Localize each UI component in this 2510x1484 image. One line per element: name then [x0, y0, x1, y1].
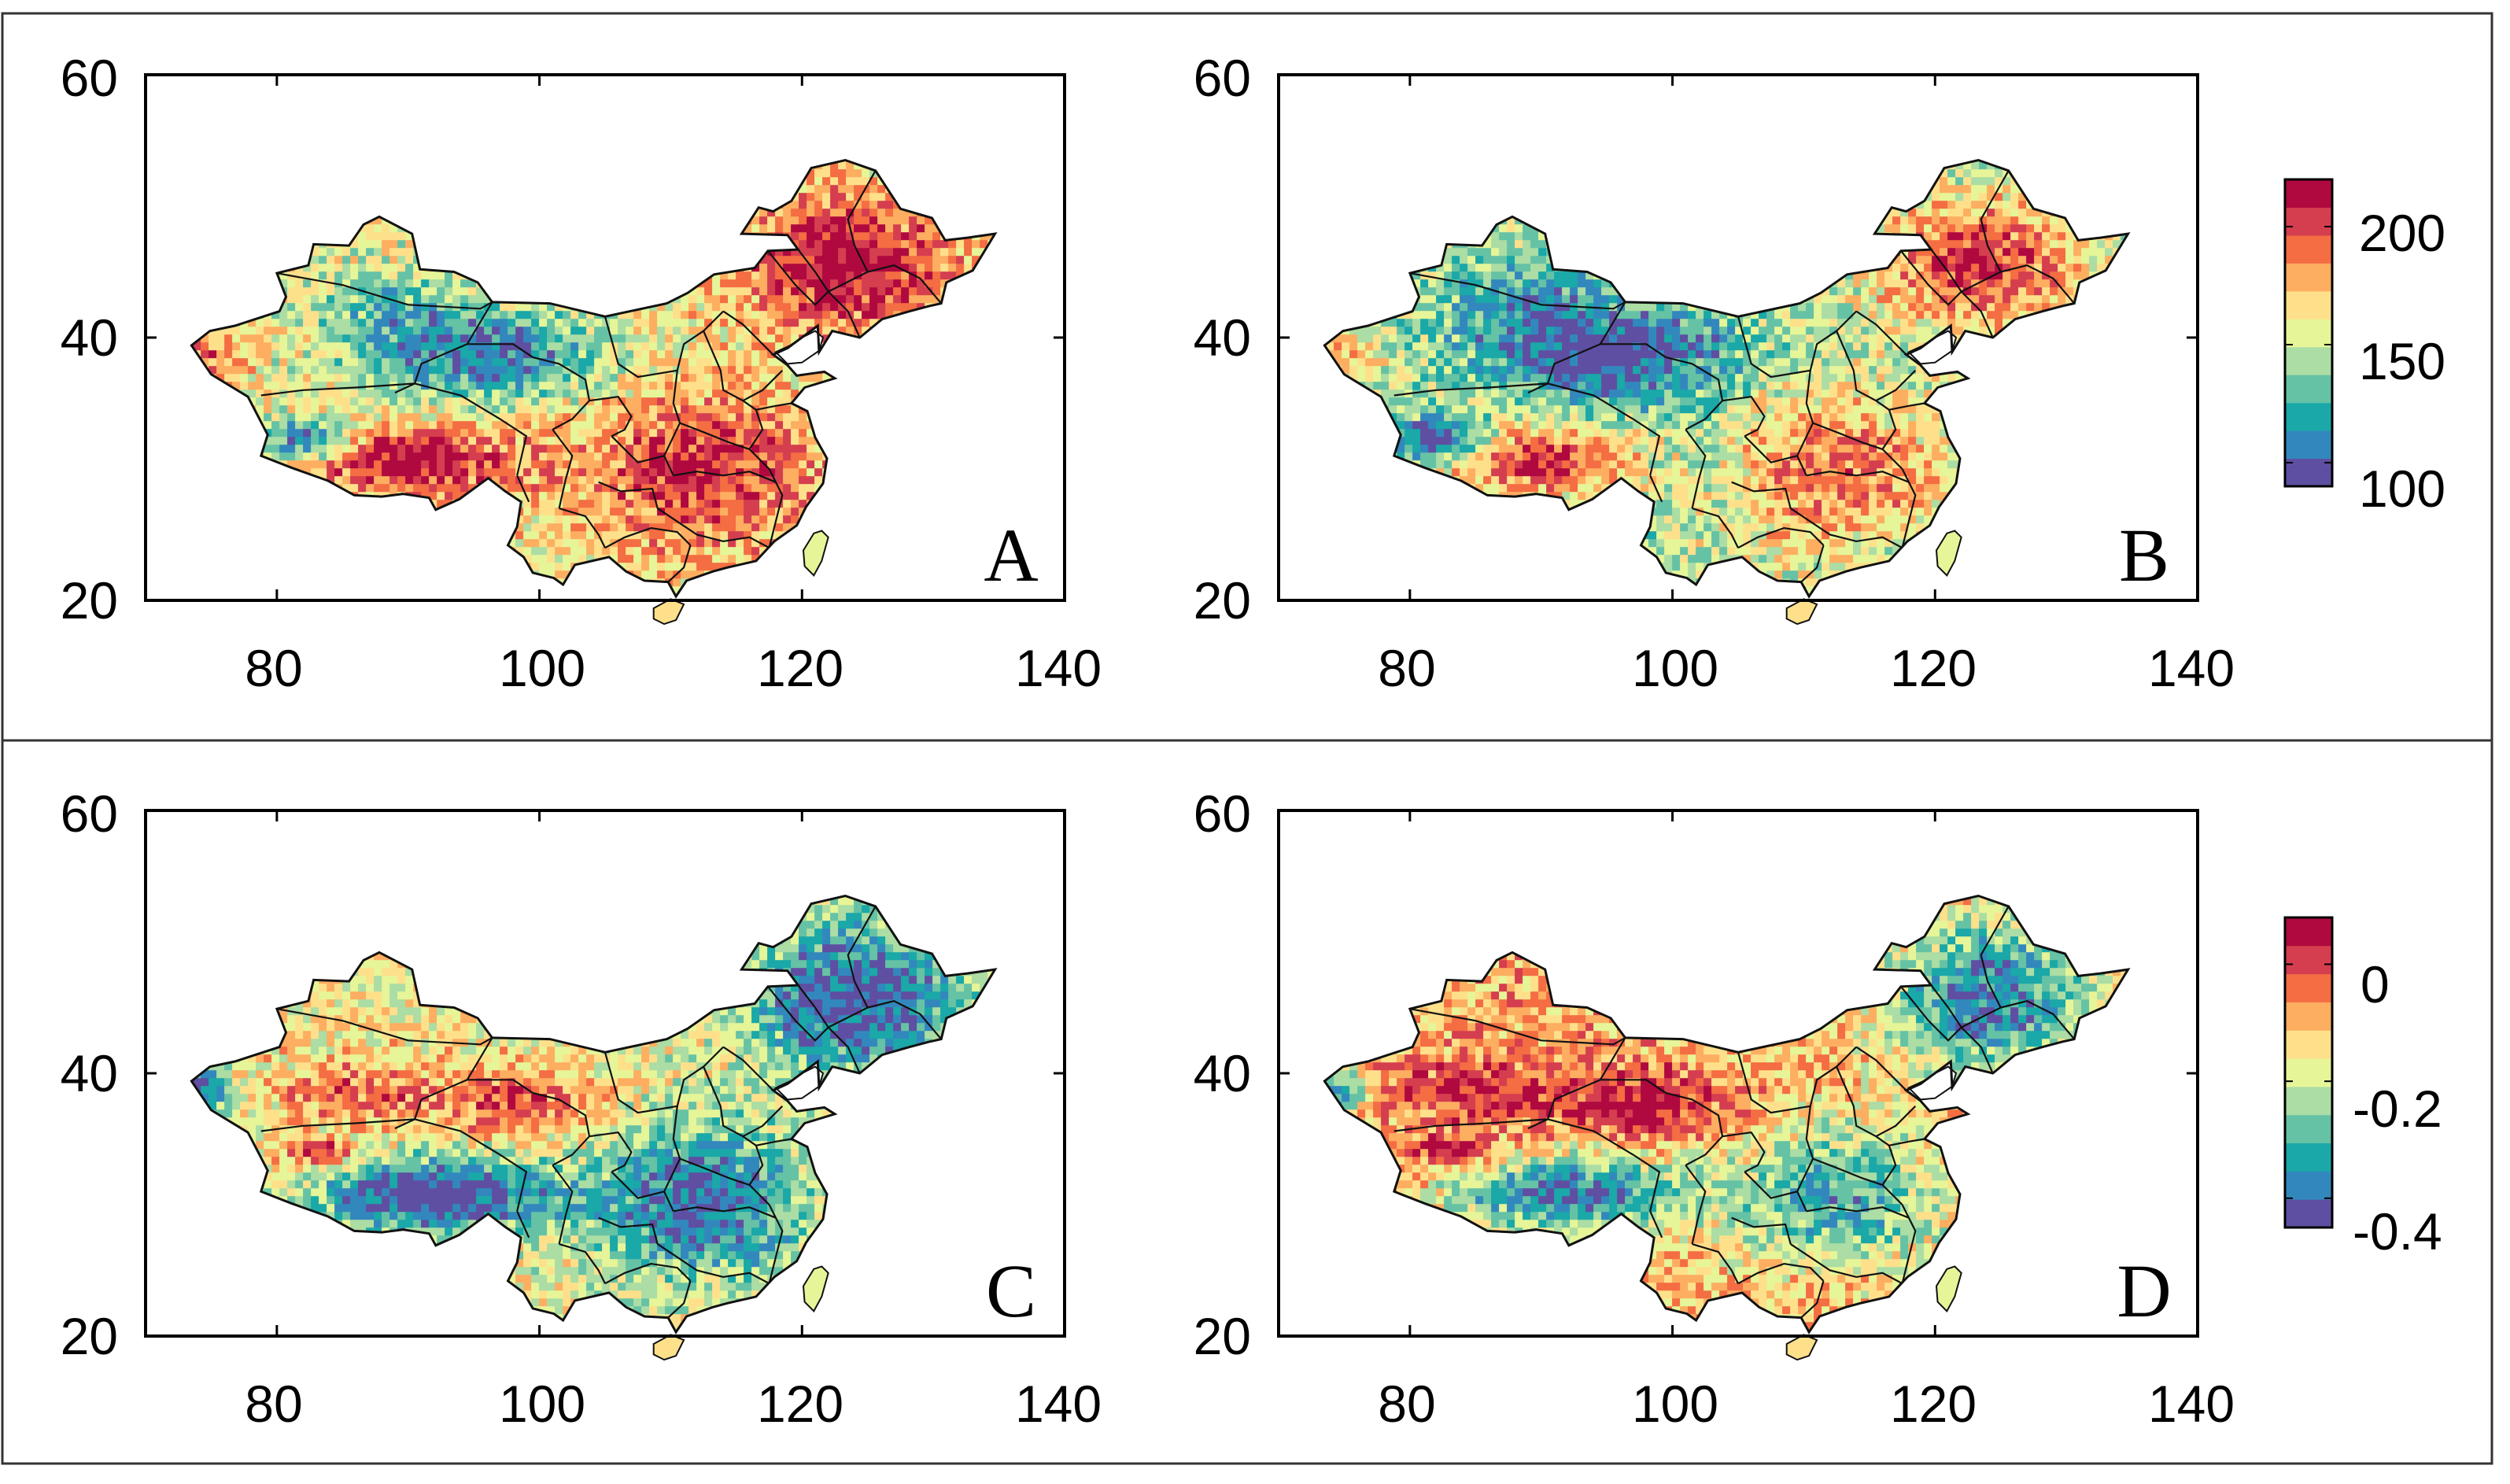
colorbar-bottom-tick-neg02: -0.2 [2353, 1080, 2442, 1138]
field-a [185, 153, 1012, 595]
field-c [185, 889, 1012, 1331]
colorbar-swatch [2285, 235, 2332, 264]
panel-b: 60 40 20 80 100 120 140 B [1194, 49, 2235, 697]
y-tick-c-20: 20 [61, 1307, 118, 1365]
panel-letter-a: A [984, 513, 1038, 597]
colorbar-swatch [2285, 263, 2332, 291]
colorbar-swatch [2285, 946, 2332, 974]
hainan-shape [654, 1334, 684, 1360]
colorbar-bottom-swatches [2285, 917, 2332, 1228]
taiwan-shape [1936, 1267, 1962, 1312]
colorbar-top-tick-150: 150 [2359, 332, 2445, 390]
x-tick-d-140: 140 [2148, 1375, 2235, 1433]
x-tick-d-120: 120 [1890, 1375, 1977, 1433]
x-tick-c-140: 140 [1015, 1375, 1102, 1433]
colorbar-swatch [2285, 1199, 2332, 1227]
x-tick-b-120: 120 [1890, 639, 1977, 697]
x-tick-c-120: 120 [757, 1375, 843, 1433]
map-b [1279, 75, 2198, 624]
colorbar-swatch [2285, 1058, 2332, 1087]
y-tick-c-60: 60 [61, 784, 118, 843]
x-tick-b-140: 140 [2148, 639, 2235, 697]
colorbar-top-swatches [2285, 179, 2332, 487]
colorbar-swatch [2285, 291, 2332, 319]
map-a [146, 75, 1065, 624]
panel-letter-b: B [2119, 513, 2169, 597]
x-tick-d-80: 80 [1378, 1375, 1435, 1433]
colorbar-top: 200 150 100 [2285, 179, 2445, 518]
panel-letter-d: D [2117, 1249, 2171, 1333]
colorbar-swatch [2285, 375, 2332, 403]
colorbar-swatch [2285, 347, 2332, 375]
panel-d: 60 40 20 80 100 120 140 D [1194, 784, 2235, 1433]
x-tick-b-80: 80 [1378, 639, 1435, 697]
y-tick-b-60: 60 [1194, 49, 1251, 107]
colorbar-swatch [2285, 1115, 2332, 1143]
panel-letter-c: C [986, 1249, 1036, 1333]
colorbar-swatch [2285, 1002, 2332, 1031]
colorbar-swatch [2285, 430, 2332, 459]
colorbar-bottom-tick-neg04: -0.4 [2353, 1202, 2442, 1261]
y-tick-a-40: 40 [61, 308, 118, 367]
panel-a: 60 40 20 80 100 120 140 A [61, 49, 1102, 697]
taiwan-shape [1936, 531, 1962, 576]
colorbar-swatch [2285, 403, 2332, 431]
map-c [146, 810, 1065, 1360]
taiwan-shape [803, 1267, 829, 1312]
x-tick-d-100: 100 [1632, 1375, 1718, 1433]
x-tick-a-120: 120 [757, 639, 843, 697]
y-tick-b-20: 20 [1194, 571, 1251, 629]
y-tick-a-20: 20 [61, 571, 118, 629]
y-tick-d-20: 20 [1194, 1307, 1251, 1365]
hainan-shape [1787, 599, 1817, 624]
colorbar-top-tick-200: 200 [2359, 204, 2445, 262]
colorbar-swatch [2285, 319, 2332, 347]
x-tick-a-140: 140 [1015, 639, 1102, 697]
y-tick-d-40: 40 [1194, 1044, 1251, 1102]
colorbar-swatch [2285, 917, 2332, 946]
y-tick-b-40: 40 [1194, 308, 1251, 367]
colorbar-swatch [2285, 1030, 2332, 1058]
x-tick-a-100: 100 [499, 639, 585, 697]
hainan-shape [1787, 1334, 1817, 1360]
colorbar-swatch [2285, 1143, 2332, 1172]
y-tick-a-60: 60 [61, 49, 118, 107]
field-b [1318, 153, 2145, 595]
colorbar-top-tick-100: 100 [2359, 460, 2445, 518]
colorbar-swatch [2285, 208, 2332, 236]
y-tick-c-40: 40 [61, 1044, 118, 1102]
panel-c: 60 40 20 80 100 120 140 C [61, 784, 1102, 1433]
colorbar-bottom: 0 -0.2 -0.4 [2285, 917, 2442, 1261]
x-tick-b-100: 100 [1632, 639, 1718, 697]
colorbar-swatch [2285, 1087, 2332, 1115]
x-tick-c-80: 80 [245, 1375, 302, 1433]
colorbar-swatch [2285, 1171, 2332, 1199]
taiwan-shape [803, 531, 829, 576]
field-d [1318, 889, 2145, 1331]
colorbar-bottom-tick-0: 0 [2361, 955, 2390, 1013]
x-tick-a-80: 80 [245, 639, 302, 697]
colorbar-swatch [2285, 179, 2332, 208]
map-d [1279, 810, 2198, 1360]
colorbar-swatch [2285, 974, 2332, 1002]
hainan-shape [654, 599, 684, 624]
x-tick-c-100: 100 [499, 1375, 585, 1433]
y-tick-d-60: 60 [1194, 784, 1251, 843]
